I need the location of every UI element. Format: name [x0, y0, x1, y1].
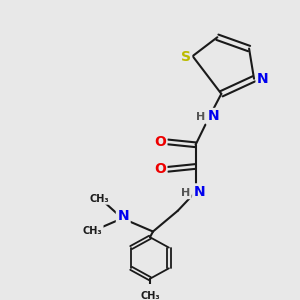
Text: S: S [181, 50, 191, 64]
Text: CH₃: CH₃ [140, 291, 160, 300]
Text: H: H [196, 112, 205, 122]
Text: N: N [117, 209, 129, 224]
Text: H: H [181, 188, 190, 198]
Text: N: N [208, 110, 219, 124]
Text: O: O [154, 162, 166, 176]
Text: O: O [154, 135, 166, 149]
Text: CH₃: CH₃ [90, 194, 109, 203]
Text: N: N [257, 72, 269, 86]
Text: CH₃: CH₃ [83, 226, 102, 236]
Text: N: N [194, 185, 205, 199]
